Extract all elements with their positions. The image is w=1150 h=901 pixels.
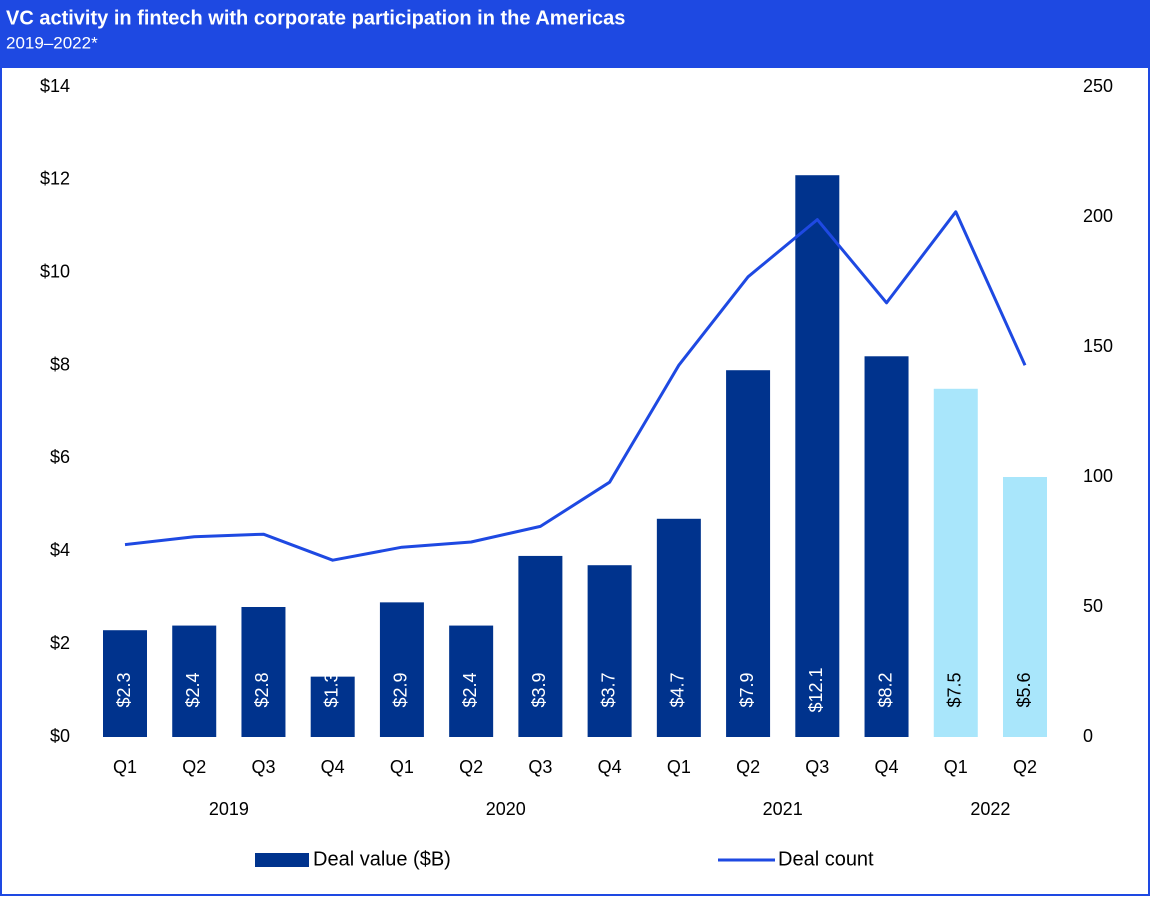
bar: [726, 370, 771, 737]
x-tick-label: Q2: [459, 757, 483, 777]
x-group-label: 2022: [970, 799, 1010, 819]
y-tick-label: $0: [50, 726, 70, 746]
y2-tick-label: 100: [1083, 466, 1113, 486]
x-tick-label: Q1: [667, 757, 691, 777]
bar: [933, 388, 978, 737]
bar: [449, 625, 494, 737]
value-label: $3.7: [598, 672, 618, 707]
y-tick-label: $10: [40, 261, 70, 281]
x-tick-label: Q3: [251, 757, 275, 777]
y-tick-label: $6: [50, 447, 70, 467]
bar: [518, 555, 563, 737]
value-label: $4.7: [668, 672, 688, 707]
value-label: $2.4: [460, 672, 480, 707]
x-group-label: 2019: [209, 799, 249, 819]
bar: [172, 625, 217, 737]
value-label: $2.4: [183, 672, 203, 707]
x-tick-label: Q2: [182, 757, 206, 777]
x-tick-label: Q1: [390, 757, 414, 777]
bar: [1003, 477, 1047, 737]
y2-tick-label: 250: [1083, 76, 1113, 96]
x-tick-label: Q1: [113, 757, 137, 777]
bar: [310, 676, 355, 737]
value-label: $12.1: [806, 667, 826, 712]
y2-tick-label: 0: [1083, 726, 1093, 746]
legend-swatch: [255, 853, 309, 867]
y-tick-label: $2: [50, 633, 70, 653]
chart-subtitle: 2019–2022*: [6, 33, 98, 52]
x-group-label: 2021: [763, 799, 803, 819]
y2-tick-label: 150: [1083, 336, 1113, 356]
x-group-label: 2020: [486, 799, 526, 819]
y-tick-label: $8: [50, 354, 70, 374]
x-tick-label: Q3: [805, 757, 829, 777]
y2-tick-label: 200: [1083, 206, 1113, 226]
x-tick-label: Q4: [598, 757, 622, 777]
value-label: $8.2: [875, 672, 895, 707]
legend-label: Deal value ($B): [313, 848, 451, 870]
bar: [241, 607, 286, 737]
x-tick-label: Q4: [875, 757, 899, 777]
x-tick-label: Q3: [528, 757, 552, 777]
value-label: $5.6: [1014, 672, 1034, 707]
x-tick-label: Q2: [736, 757, 760, 777]
bar: [379, 602, 424, 737]
bar: [587, 565, 632, 737]
chart-title: VC activity in fintech with corporate pa…: [6, 7, 625, 29]
header: [0, 0, 1150, 68]
bar: [656, 518, 701, 737]
x-tick-label: Q2: [1013, 757, 1037, 777]
y2-tick-label: 50: [1083, 596, 1103, 616]
value-label: $7.5: [945, 672, 965, 707]
line: [124, 210, 1027, 562]
value-label: $2.9: [391, 672, 411, 707]
value-label: $2.3: [114, 672, 134, 707]
bar: [103, 630, 147, 737]
bar: [795, 175, 840, 737]
value-label: $7.9: [737, 672, 757, 707]
bar: [864, 356, 909, 737]
value-label: $1.3: [321, 672, 341, 707]
value-label: $2.8: [252, 672, 272, 707]
y-tick-label: $12: [40, 169, 70, 189]
y-tick-label: $4: [50, 540, 70, 560]
legend-label: Deal count: [778, 848, 874, 870]
x-tick-label: Q1: [944, 757, 968, 777]
value-label: $3.9: [529, 672, 549, 707]
y-tick-label: $14: [40, 76, 70, 96]
x-tick-label: Q4: [321, 757, 345, 777]
